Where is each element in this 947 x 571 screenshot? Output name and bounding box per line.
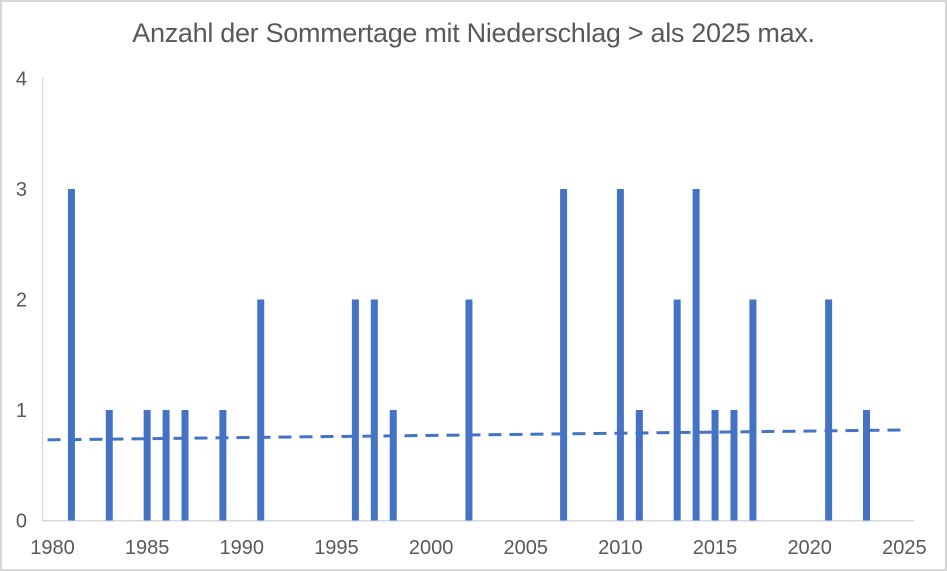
- y-tick-label: 4: [16, 69, 27, 91]
- trendline: [47, 428, 909, 442]
- x-tick-label: 2015: [693, 537, 738, 559]
- chart-title: Anzahl der Sommertage mit Niederschlag >…: [132, 18, 815, 48]
- bar-1997: [370, 299, 378, 521]
- bar-2017: [749, 299, 757, 521]
- bar-1981: [67, 189, 75, 521]
- y-tick-label: 3: [16, 179, 27, 201]
- x-tick-label: 2005: [504, 537, 549, 559]
- bar-2021: [825, 299, 833, 521]
- y-tick-label: 0: [16, 511, 27, 533]
- x-tick-label: 1980: [30, 537, 75, 559]
- bar-2007: [560, 189, 568, 521]
- x-tick-label: 2000: [409, 537, 454, 559]
- bar-1987: [181, 410, 189, 521]
- bar-2015: [711, 410, 719, 521]
- bar-1989: [219, 410, 227, 521]
- bar-1998: [389, 410, 397, 521]
- bar-2016: [730, 410, 738, 521]
- bar-1991: [257, 299, 265, 521]
- bar-1986: [162, 410, 170, 521]
- x-tick-label: 2025: [882, 537, 927, 559]
- bar-1996: [351, 299, 359, 521]
- x-tick-label: 2010: [598, 537, 643, 559]
- x-tick-label: 1985: [125, 537, 170, 559]
- x-tick-label: 2020: [787, 537, 832, 559]
- bar-2023: [862, 410, 870, 521]
- bar-1983: [105, 410, 113, 521]
- bar-2002: [465, 299, 473, 521]
- y-tick-label: 2: [16, 290, 27, 312]
- bar-2010: [616, 189, 624, 521]
- x-tick-label: 1990: [220, 537, 265, 559]
- bar-1985: [143, 410, 151, 521]
- x-tick-label: 1995: [314, 537, 359, 559]
- bar-2011: [635, 410, 643, 521]
- bar-2014: [692, 189, 700, 521]
- y-tick-label: 1: [16, 400, 27, 422]
- bar-2013: [673, 299, 681, 521]
